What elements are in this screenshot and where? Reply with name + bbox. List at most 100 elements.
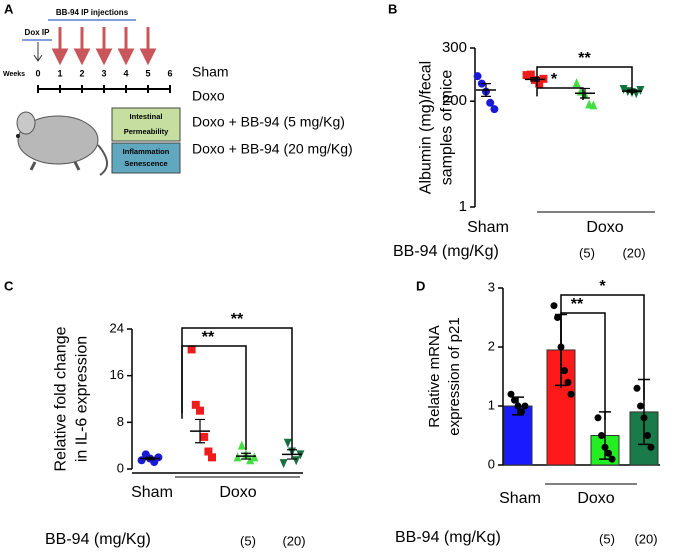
dose-value: (5) (599, 531, 615, 546)
box-text: Intestinal (130, 112, 163, 121)
y-tick-label: 1 (488, 397, 495, 412)
mouse-icon (16, 111, 108, 176)
injection-arrow (139, 27, 157, 66)
point (633, 384, 641, 392)
significance-bracket (560, 294, 645, 400)
dose-value: (20) (282, 533, 305, 548)
point (644, 432, 651, 439)
point (637, 402, 644, 410)
significance-bracket (536, 66, 633, 95)
box-text: Permeability (124, 127, 169, 136)
week-label: 6 (167, 68, 172, 78)
y-axis-label: samples of mice (439, 70, 456, 186)
point (279, 459, 288, 469)
injection-arrow (117, 27, 135, 66)
injection-arrow (95, 27, 113, 66)
significance-label: ** (202, 329, 215, 346)
point (246, 455, 255, 465)
error-bar (145, 456, 155, 461)
dose-label: BB-94 (mg/Kg) (395, 529, 501, 546)
point (486, 98, 495, 107)
week-label: 5 (145, 68, 150, 78)
point (283, 438, 292, 448)
error-bar (195, 418, 205, 444)
point (594, 414, 602, 422)
point (550, 302, 558, 310)
point (154, 453, 163, 462)
y-tick-label: 0 (488, 456, 495, 471)
y-tick-label: 1 (459, 198, 467, 215)
week-label: 1 (57, 68, 62, 78)
box-text: Inflammation (123, 147, 170, 156)
point (507, 390, 515, 398)
week-label: 4 (123, 68, 128, 78)
group-label: Doxo (219, 484, 256, 501)
point (564, 378, 572, 386)
significance-label: * (551, 71, 558, 88)
point (589, 100, 598, 110)
group-label: Sham (192, 64, 229, 80)
point (490, 105, 499, 114)
y-tick-label: 300 (442, 39, 467, 56)
y-tick-label: 3 (488, 279, 495, 294)
panel-letter: A (4, 1, 14, 16)
point (561, 367, 568, 375)
point (196, 406, 204, 415)
significance-bracket (181, 345, 247, 450)
point (598, 432, 605, 439)
point (473, 72, 482, 81)
group-label: Doxo (192, 88, 225, 104)
point (605, 449, 612, 457)
point (187, 345, 196, 354)
error-bar (241, 452, 251, 460)
weeks-label: Weeks (3, 71, 25, 78)
group-label: Sham (131, 484, 173, 501)
point (522, 71, 531, 80)
point (191, 400, 200, 409)
significance-label: * (599, 278, 606, 295)
significance-label: ** (571, 296, 584, 313)
point (292, 456, 301, 466)
y-tick-label: 200 (442, 92, 467, 109)
week-label: 3 (101, 68, 106, 78)
y-tick-label: 8 (117, 414, 124, 429)
point (237, 440, 246, 450)
y-tick-label: 24 (110, 320, 124, 335)
y-axis-label: expression of p21 (446, 317, 463, 435)
significance-label: ** (578, 50, 591, 67)
point (567, 390, 575, 398)
significance-bracket (536, 87, 584, 100)
point (514, 402, 522, 410)
group-label: Sham (467, 219, 509, 236)
point (608, 455, 616, 463)
dose-value: (20) (634, 531, 657, 546)
point (601, 443, 609, 451)
point (535, 79, 544, 88)
point (204, 447, 213, 456)
y-axis-label: Relative fold change (53, 326, 70, 471)
point (640, 414, 648, 422)
y-axis-label: in IL-6 expression (74, 336, 91, 462)
point (200, 432, 209, 441)
box-permeability (111, 107, 181, 142)
group-label: Doxo (577, 490, 614, 507)
point (572, 78, 581, 88)
dox-arrow (33, 42, 43, 62)
dox-label: Dox IP (25, 28, 51, 37)
point (511, 396, 518, 404)
y-tick-label: 0 (117, 460, 124, 475)
injection-label: BB-94 IP injections (56, 8, 129, 17)
dose-label: BB-94 (mg/Kg) (45, 531, 151, 548)
week-label: 0 (35, 68, 40, 78)
point (647, 443, 655, 451)
error-bar (481, 83, 491, 97)
panel-letter: B (388, 1, 397, 16)
group-label: Doxo + BB-94 (5 mg/Kg) (192, 114, 345, 130)
panel-letter: D (416, 278, 425, 293)
dose-label: BB-94 (mg/Kg) (393, 243, 499, 260)
significance-label: ** (231, 311, 244, 328)
y-axis-label: Albumin (mg)/fecal (418, 61, 435, 194)
point (554, 314, 561, 321)
y-tick-label: 16 (110, 367, 124, 382)
panel-letter: C (4, 278, 14, 293)
